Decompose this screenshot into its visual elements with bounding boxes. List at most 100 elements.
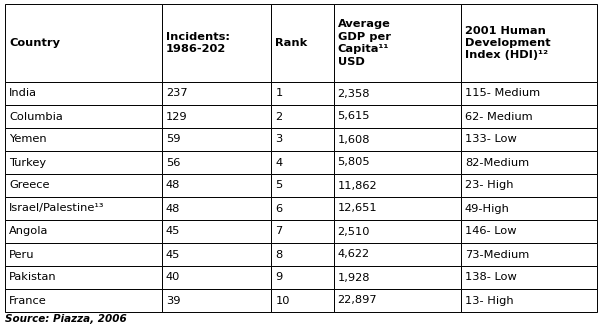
Text: 4,622: 4,622	[338, 249, 370, 260]
Text: 59: 59	[166, 135, 181, 145]
Bar	[461, 151, 597, 174]
Bar	[272, 266, 334, 289]
Text: 10: 10	[275, 296, 290, 306]
Text: 39: 39	[166, 296, 181, 306]
Text: 146- Low: 146- Low	[465, 226, 517, 236]
Bar	[162, 220, 272, 243]
Text: Rank: Rank	[275, 38, 308, 48]
Bar	[461, 289, 597, 312]
Text: 1: 1	[275, 89, 283, 99]
Text: 45: 45	[166, 249, 180, 260]
Bar	[162, 151, 272, 174]
Bar	[162, 243, 272, 266]
Text: 138- Low: 138- Low	[465, 273, 517, 283]
Text: India: India	[9, 89, 37, 99]
Bar	[5, 174, 162, 197]
Text: Angola: Angola	[9, 226, 48, 236]
Text: 5,805: 5,805	[338, 158, 370, 167]
Text: 40: 40	[166, 273, 180, 283]
Text: 6: 6	[275, 203, 282, 213]
Bar	[272, 151, 334, 174]
Text: Turkey: Turkey	[9, 158, 46, 167]
Bar	[272, 197, 334, 220]
Bar	[461, 266, 597, 289]
Bar	[162, 4, 272, 82]
Bar	[461, 243, 597, 266]
Text: Yemen: Yemen	[9, 135, 46, 145]
Bar	[272, 243, 334, 266]
Text: Pakistan: Pakistan	[9, 273, 57, 283]
Bar	[461, 197, 597, 220]
Text: 48: 48	[166, 203, 180, 213]
Bar	[162, 266, 272, 289]
Bar	[461, 128, 597, 151]
Bar	[334, 174, 461, 197]
Text: 12,651: 12,651	[338, 203, 377, 213]
Text: Greece: Greece	[9, 180, 49, 190]
Text: Source: Piazza, 2006: Source: Piazza, 2006	[5, 314, 127, 324]
Text: 3: 3	[275, 135, 283, 145]
Bar	[334, 220, 461, 243]
Bar	[5, 105, 162, 128]
Bar	[5, 266, 162, 289]
Bar	[334, 289, 461, 312]
Text: 8: 8	[275, 249, 283, 260]
Bar	[272, 128, 334, 151]
Bar	[461, 82, 597, 105]
Text: 1,608: 1,608	[338, 135, 370, 145]
Text: France: France	[9, 296, 47, 306]
Text: Average
GDP per
Capita¹¹
USD: Average GDP per Capita¹¹ USD	[338, 19, 391, 66]
Text: 115- Medium: 115- Medium	[465, 89, 540, 99]
Text: 9: 9	[275, 273, 283, 283]
Bar	[5, 197, 162, 220]
Text: 7: 7	[275, 226, 283, 236]
Text: 48: 48	[166, 180, 180, 190]
Bar	[5, 243, 162, 266]
Bar	[461, 4, 597, 82]
Text: 237: 237	[166, 89, 187, 99]
Text: 56: 56	[166, 158, 180, 167]
Text: Country: Country	[9, 38, 60, 48]
Bar	[272, 82, 334, 105]
Bar	[272, 174, 334, 197]
Bar	[334, 82, 461, 105]
Bar	[272, 220, 334, 243]
Bar	[272, 4, 334, 82]
Text: 13- High: 13- High	[465, 296, 514, 306]
Text: 82-Medium: 82-Medium	[465, 158, 529, 167]
Bar	[461, 105, 597, 128]
Bar	[5, 128, 162, 151]
Text: 62- Medium: 62- Medium	[465, 112, 532, 122]
Text: 2001 Human
Development
Index (HDI)¹²: 2001 Human Development Index (HDI)¹²	[465, 26, 550, 60]
Bar	[272, 105, 334, 128]
Text: 129: 129	[166, 112, 187, 122]
Bar	[5, 82, 162, 105]
Bar	[334, 4, 461, 82]
Bar	[334, 197, 461, 220]
Text: Columbia: Columbia	[9, 112, 63, 122]
Bar	[334, 243, 461, 266]
Bar	[162, 82, 272, 105]
Text: 49-High: 49-High	[465, 203, 510, 213]
Text: 23- High: 23- High	[465, 180, 514, 190]
Bar	[162, 128, 272, 151]
Bar	[334, 128, 461, 151]
Bar	[5, 4, 162, 82]
Bar	[334, 151, 461, 174]
Bar	[5, 151, 162, 174]
Bar	[162, 105, 272, 128]
Bar	[5, 220, 162, 243]
Text: 11,862: 11,862	[338, 180, 377, 190]
Text: 45: 45	[166, 226, 180, 236]
Text: 1,928: 1,928	[338, 273, 370, 283]
Bar	[5, 289, 162, 312]
Bar	[272, 289, 334, 312]
Text: 133- Low: 133- Low	[465, 135, 517, 145]
Text: 2,510: 2,510	[338, 226, 370, 236]
Text: 73-Medium: 73-Medium	[465, 249, 529, 260]
Text: Incidents:
1986-202: Incidents: 1986-202	[166, 32, 230, 54]
Bar	[162, 174, 272, 197]
Text: 4: 4	[275, 158, 282, 167]
Text: 22,897: 22,897	[338, 296, 377, 306]
Bar	[461, 174, 597, 197]
